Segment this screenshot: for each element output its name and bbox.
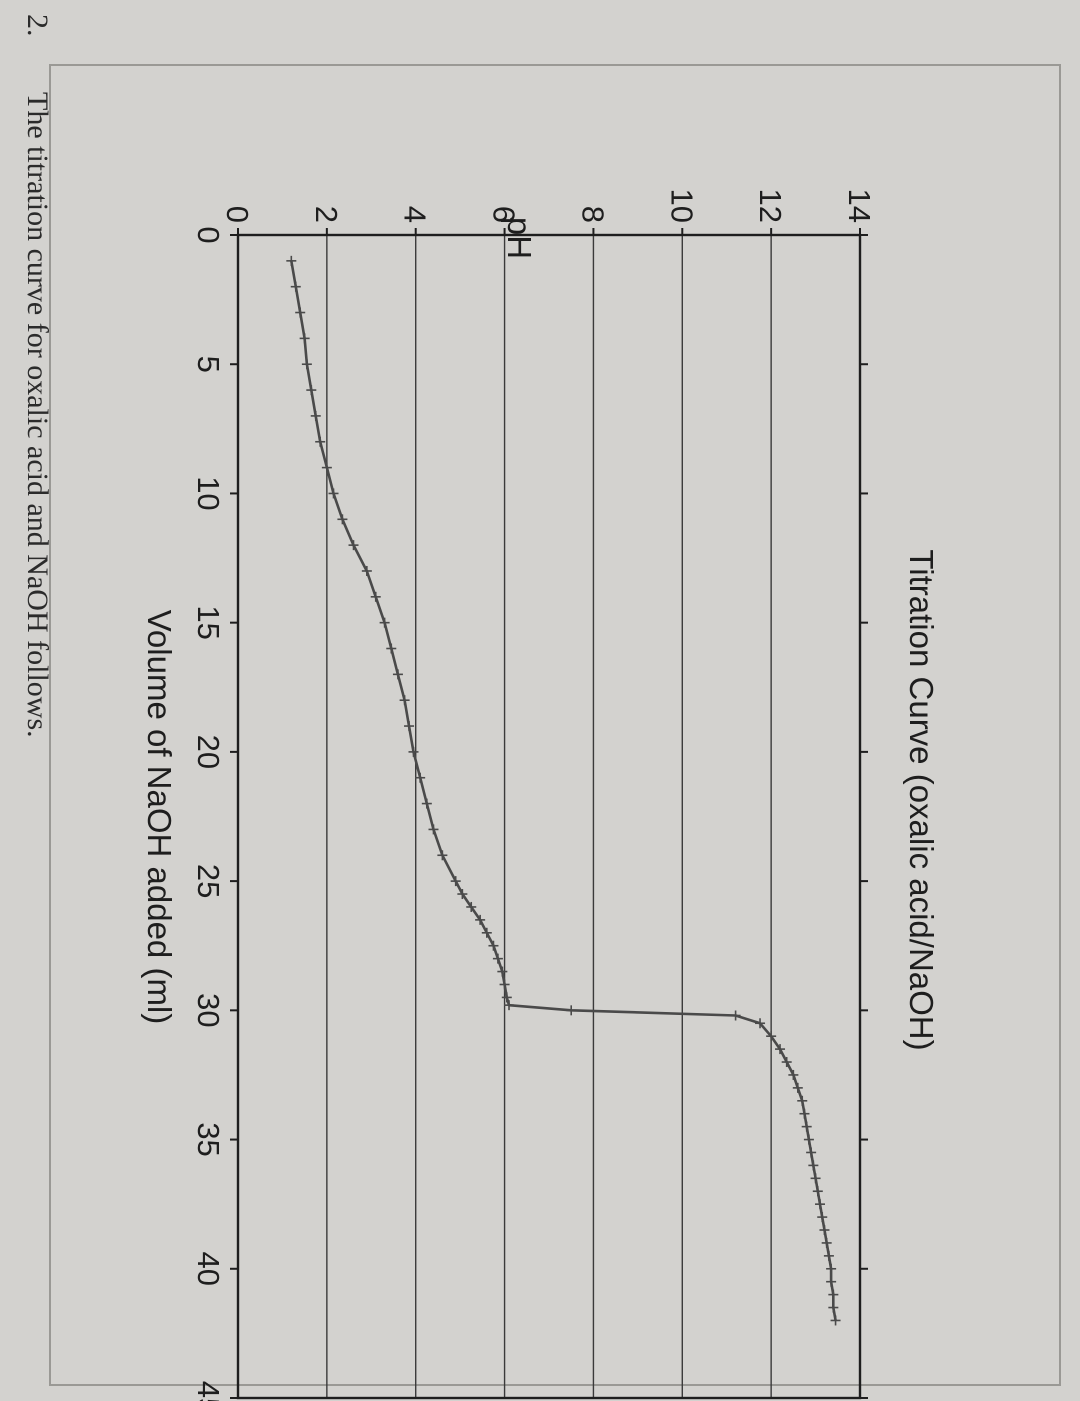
- data-point: [499, 979, 510, 990]
- grid-lines: [326, 235, 772, 1398]
- x-tick-label-0: 0: [191, 226, 226, 243]
- y-tick-label-2: 2: [309, 206, 344, 223]
- data-point: [817, 1212, 828, 1223]
- rotated-content: 2. The titration curve for oxalic acid a…: [21, 14, 1061, 1401]
- y-tick-label-12: 12: [753, 189, 788, 223]
- data-point: [821, 1237, 832, 1248]
- data-point: [828, 1289, 839, 1300]
- data-point: [788, 1069, 799, 1080]
- data-point: [306, 385, 317, 396]
- data-point: [799, 1108, 810, 1119]
- data-point: [826, 1276, 837, 1287]
- x-tick-label-45: 45: [191, 1381, 226, 1401]
- data-point: [566, 1005, 577, 1016]
- data-point: [415, 772, 426, 783]
- data-point: [481, 927, 492, 938]
- y-axis-label: pH: [501, 217, 538, 259]
- data-point: [286, 255, 297, 266]
- data-point: [466, 901, 477, 912]
- data-point: [404, 721, 415, 732]
- data-point: [826, 1263, 837, 1274]
- data-point: [370, 591, 381, 602]
- data-point: [815, 1199, 826, 1210]
- data-point: [399, 695, 410, 706]
- data-point: [301, 359, 312, 370]
- plot-area-border: [236, 233, 862, 1400]
- x-tick-label-20: 20: [191, 735, 226, 769]
- data-point: [797, 1095, 808, 1106]
- y-tick-label-10: 10: [664, 189, 699, 223]
- data-point: [315, 436, 326, 447]
- data-point: [810, 1173, 821, 1184]
- data-point: [337, 514, 348, 525]
- data-point: [421, 798, 432, 809]
- y-tick-label-14: 14: [842, 189, 877, 223]
- data-point: [781, 1057, 792, 1068]
- data-point: [801, 1121, 812, 1132]
- data-point: [428, 824, 439, 835]
- question-number: 2.: [21, 14, 54, 37]
- data-point: [450, 876, 461, 887]
- data-point: [348, 540, 359, 551]
- data-point: [730, 1010, 741, 1021]
- data-point: [792, 1082, 803, 1093]
- y-tick-label-0: 0: [220, 206, 255, 223]
- y-tick-label-6: 6: [487, 206, 522, 223]
- data-point: [504, 1000, 515, 1011]
- x-tick-label-30: 30: [191, 993, 226, 1027]
- data-point: [392, 669, 403, 680]
- y-ticks: 0 2 4 6 8 10 12 14: [220, 189, 877, 235]
- data-point: [361, 565, 372, 576]
- plot-frame: [236, 233, 862, 1400]
- data-point: [437, 850, 448, 861]
- x-tick-label-5: 5: [191, 356, 226, 373]
- data-point: [299, 333, 310, 344]
- data-point: [457, 889, 468, 900]
- data-point: [819, 1225, 830, 1236]
- data-point: [488, 940, 499, 951]
- x-ticks: 0 5 10 15 20 25 30 35 40 45: [191, 226, 868, 1401]
- data-point: [475, 914, 486, 925]
- x-tick-label-15: 15: [191, 605, 226, 639]
- data-point: [775, 1044, 786, 1055]
- x-tick-label-10: 10: [191, 476, 226, 510]
- y-tick-label-8: 8: [575, 206, 610, 223]
- figure-frame: [49, 64, 1061, 1386]
- data-point: [803, 1134, 814, 1145]
- data-point: [310, 410, 321, 421]
- data-point: [290, 281, 301, 292]
- x-tick-label-35: 35: [191, 1122, 226, 1156]
- question-text: The titration curve for oxalic acid and …: [21, 92, 54, 738]
- x-axis-label: Volume of NaOH added (ml): [141, 610, 178, 1025]
- y-tick-label-4: 4: [398, 206, 433, 223]
- data-point: [328, 488, 339, 499]
- data-point: [830, 1315, 841, 1326]
- data-point: [806, 1147, 817, 1158]
- x-tick-label-25: 25: [191, 864, 226, 898]
- data-point: [408, 746, 419, 757]
- data-point: [812, 1186, 823, 1197]
- titration-chart: Titration Curve (oxalic acid/NaOH) pH Vo…: [141, 189, 940, 1401]
- data-point: [828, 1302, 839, 1313]
- data-point: [492, 953, 503, 964]
- data-point: [766, 1031, 777, 1042]
- data-point: [386, 643, 397, 654]
- x-tick-label-40: 40: [191, 1252, 226, 1286]
- data-point: [321, 462, 332, 473]
- data-point: [755, 1018, 766, 1029]
- data-point: [823, 1250, 834, 1261]
- data-series: [286, 255, 841, 1326]
- chart-title: Titration Curve (oxalic acid/NaOH): [903, 549, 940, 1050]
- data-point: [497, 966, 508, 977]
- data-point: [295, 307, 306, 318]
- data-point: [501, 992, 512, 1003]
- data-point: [808, 1160, 819, 1171]
- data-point: [379, 617, 390, 628]
